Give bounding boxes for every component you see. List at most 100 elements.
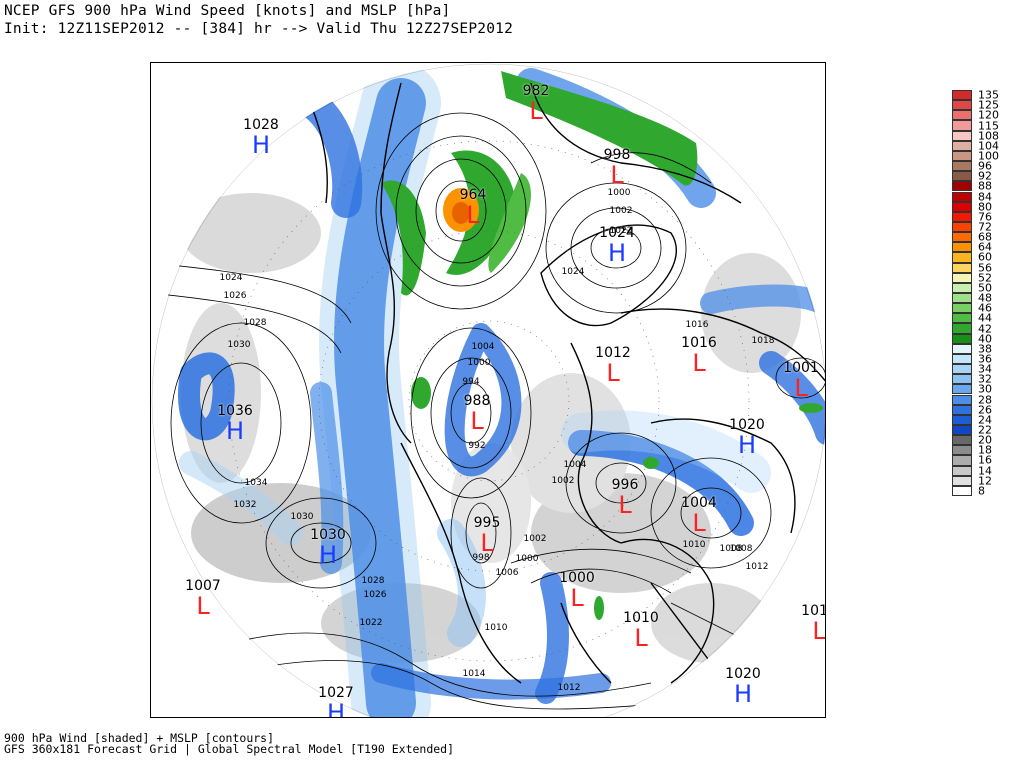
colorbar-swatch bbox=[952, 100, 972, 111]
isobar-label: 992 bbox=[468, 441, 486, 451]
isobar-label: 1008 bbox=[719, 544, 743, 554]
colorbar-tick-label: 64 bbox=[978, 240, 992, 254]
isobar-label: 1014 bbox=[462, 669, 486, 679]
colorbar-tick-label: 84 bbox=[978, 190, 992, 204]
colorbar-swatch bbox=[952, 282, 972, 293]
pressure-center-value: 1016 bbox=[681, 335, 717, 351]
isobar-label: 1026 bbox=[363, 590, 387, 600]
low-pressure-marker: L bbox=[610, 161, 624, 189]
colorbar-tick-label: 115 bbox=[978, 119, 999, 133]
footer-model-note: GFS 360x181 Forecast Grid | Global Spect… bbox=[4, 742, 455, 756]
low-pressure-marker: L bbox=[634, 624, 648, 652]
colorbar-tick-label: 26 bbox=[978, 403, 992, 417]
colorbar-tick-label: 16 bbox=[978, 453, 992, 467]
colorbar-tick-label: 48 bbox=[978, 291, 992, 305]
colorbar-swatch bbox=[952, 445, 972, 456]
colorbar-tick-label: 92 bbox=[978, 169, 992, 183]
colorbar-tick-label: 20 bbox=[978, 433, 992, 447]
colorbar-swatch bbox=[952, 161, 972, 172]
colorbar-swatch bbox=[952, 130, 972, 141]
colorbar-tick-label: 100 bbox=[978, 149, 999, 163]
pressure-center-value: 1028 bbox=[243, 117, 279, 133]
low-pressure-marker: L bbox=[692, 349, 706, 377]
isobar-label: 1000 bbox=[515, 554, 539, 564]
colorbar-swatch bbox=[952, 343, 972, 354]
isobar-label: 1002 bbox=[523, 534, 547, 544]
isobar-label: 1004 bbox=[471, 342, 495, 352]
high-pressure-marker: H bbox=[225, 417, 245, 445]
isobar-label: 1024 bbox=[561, 267, 585, 277]
isobar-label: 994 bbox=[462, 377, 480, 387]
colorbar-swatch bbox=[952, 353, 972, 365]
high-pressure-marker: H bbox=[733, 680, 753, 708]
colorbar-swatch bbox=[952, 424, 972, 436]
pressure-center-value: 1020 bbox=[725, 666, 761, 682]
colorbar-tick-label: 72 bbox=[978, 220, 992, 234]
isobar-label: 1000 bbox=[467, 358, 491, 368]
pressure-center-value: 982 bbox=[522, 83, 550, 99]
isobar-label: 1002 bbox=[551, 476, 575, 486]
colorbar-tick-label: 22 bbox=[978, 423, 992, 437]
isobar-label: 1026 bbox=[223, 291, 247, 301]
high-pressure-marker: H bbox=[251, 131, 271, 159]
colorbar-swatch bbox=[952, 323, 972, 334]
colorbar-swatch bbox=[952, 394, 972, 405]
colorbar-tick-label: 135 bbox=[978, 88, 999, 102]
isobar-label: 1030 bbox=[227, 340, 251, 350]
colorbar-swatch bbox=[952, 374, 972, 385]
colorbar-swatch bbox=[952, 191, 972, 202]
pressure-center-value: 1012 bbox=[801, 603, 825, 619]
pressure-center-value: 1027 bbox=[318, 685, 354, 701]
low-pressure-marker: L bbox=[692, 509, 706, 537]
colorbar-tick-label: 30 bbox=[978, 382, 992, 396]
pressure-center-value: 1000 bbox=[559, 570, 595, 586]
pressure-center-value: 1001 bbox=[783, 360, 819, 376]
colorbar-swatch bbox=[952, 303, 972, 314]
colorbar-tick-label: 14 bbox=[978, 464, 992, 478]
colorbar-swatch bbox=[952, 201, 972, 212]
colorbar-swatch bbox=[952, 475, 972, 486]
low-pressure-marker: L bbox=[570, 584, 584, 612]
colorbar-swatch bbox=[952, 272, 972, 283]
low-pressure-marker: L bbox=[470, 407, 484, 435]
colorbar-tick-label: 125 bbox=[978, 98, 999, 112]
colorbar-tick-label: 56 bbox=[978, 261, 992, 275]
colorbar-swatch bbox=[952, 333, 972, 344]
low-pressure-marker: L bbox=[794, 374, 808, 402]
pressure-center-value: 1004 bbox=[681, 495, 717, 511]
colorbar-tick-label: 96 bbox=[978, 159, 992, 173]
isobar-label: 1016 bbox=[685, 320, 709, 330]
colorbar-swatch bbox=[952, 465, 972, 476]
colorbar-tick-label: 18 bbox=[978, 443, 992, 457]
isobar-label: 1012 bbox=[745, 562, 769, 572]
coastlines bbox=[300, 82, 825, 684]
colorbar-swatch bbox=[952, 150, 972, 162]
colorbar-swatch bbox=[952, 435, 972, 446]
colorbar-tick-label: 36 bbox=[978, 352, 992, 366]
colorbar-swatch bbox=[952, 364, 972, 375]
colorbar-tick-label: 32 bbox=[978, 372, 992, 386]
colorbar-tick-label: 68 bbox=[978, 230, 992, 244]
high-pressure-marker: H bbox=[607, 239, 627, 267]
pressure-center-value: 1036 bbox=[217, 403, 253, 419]
isobar-contours bbox=[151, 112, 825, 710]
colorbar-tick-label: 12 bbox=[978, 474, 992, 488]
pressure-center-value: 996 bbox=[611, 477, 639, 493]
pressure-center-value: 964 bbox=[459, 187, 487, 203]
graticule bbox=[228, 140, 750, 662]
colorbar-swatch bbox=[952, 404, 972, 415]
colorbar-tick-label: 34 bbox=[978, 362, 992, 376]
low-pressure-marker: L bbox=[196, 592, 210, 620]
pressure-center-value: 1030 bbox=[310, 527, 346, 543]
colorbar-swatch bbox=[952, 232, 972, 243]
pressure-center-value: 1007 bbox=[185, 578, 221, 594]
isobar-label: 1032 bbox=[233, 500, 257, 510]
isobar-label: 1004 bbox=[563, 460, 587, 470]
low-pressure-marker: L bbox=[480, 529, 494, 557]
colorbar-tick-label: 76 bbox=[978, 210, 992, 224]
colorbar-swatch bbox=[952, 171, 972, 182]
colorbar-swatch bbox=[952, 211, 972, 222]
chart-title: NCEP GFS 900 hPa Wind Speed [knots] and … bbox=[4, 3, 451, 19]
colorbar-swatch bbox=[952, 110, 972, 121]
colorbar-tick-label: 24 bbox=[978, 413, 992, 427]
